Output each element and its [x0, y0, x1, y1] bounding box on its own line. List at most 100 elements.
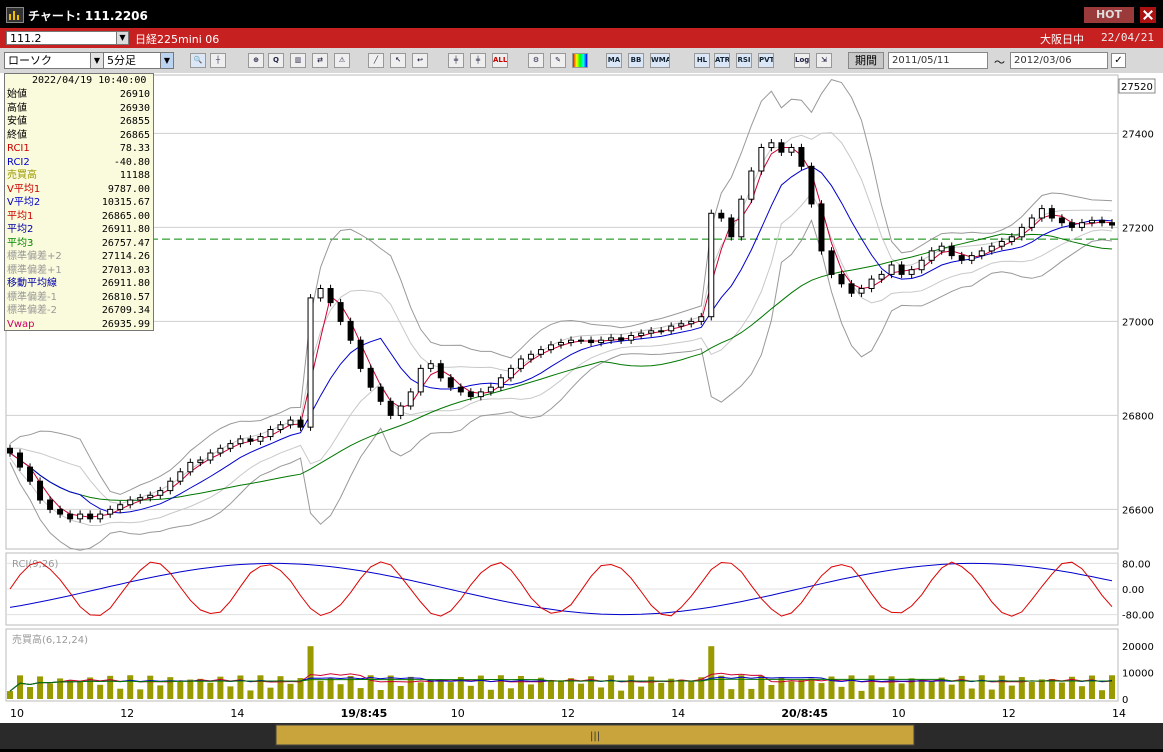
volume-bar	[317, 680, 324, 699]
volume-bar	[267, 687, 274, 699]
search-chart-icon[interactable]: Q	[268, 53, 284, 68]
candle-body	[1058, 217, 1065, 224]
volume-bar	[858, 690, 865, 699]
compare-icon[interactable]: ⇄	[312, 53, 328, 68]
volume-bar	[437, 679, 444, 699]
candle-body	[968, 255, 975, 261]
candle-body	[477, 391, 484, 398]
candle-right-icon[interactable]: ╪	[470, 53, 486, 68]
volume-bar	[608, 675, 615, 699]
hot-button[interactable]: HOT	[1084, 7, 1134, 23]
volume-bar	[467, 685, 474, 699]
settings-icon[interactable]: ⚙	[528, 53, 544, 68]
date-to-input[interactable]: 2012/03/06	[1010, 52, 1108, 69]
volume-bar	[247, 690, 254, 699]
date-from-input[interactable]: 2011/05/11	[888, 52, 988, 69]
candle-body	[828, 250, 835, 275]
volume-bar	[447, 682, 454, 699]
candle-body	[157, 490, 164, 496]
time-tick-label: 10	[451, 707, 465, 720]
volume-bar	[7, 691, 13, 699]
indicator-pvt-button[interactable]: PVT	[758, 53, 774, 68]
chart-type-select[interactable]: ローソク	[4, 52, 92, 69]
bollinger-lower-1	[9, 192, 1113, 527]
candle-body	[1048, 208, 1055, 219]
checkbox-icon[interactable]: ✓	[1111, 53, 1126, 68]
indicator-rsi-button[interactable]: RSI	[736, 53, 752, 68]
volume-bar	[948, 684, 955, 699]
volume-bar	[77, 681, 84, 699]
period-button[interactable]: 期間	[848, 52, 884, 69]
volume-bar	[748, 688, 755, 699]
candle-body	[1038, 208, 1045, 219]
candle-body	[898, 264, 905, 275]
info-label: RCI2	[7, 156, 30, 168]
close-icon[interactable]	[1140, 7, 1156, 23]
all-button[interactable]: ALL	[492, 53, 508, 68]
crosshair-icon[interactable]: ┼	[210, 53, 226, 68]
candle-body	[778, 142, 785, 153]
volume-bar	[417, 682, 424, 699]
volume-bar	[137, 689, 144, 699]
candle-body	[758, 147, 765, 172]
volume-bar	[898, 683, 905, 699]
volume-bar	[1028, 681, 1035, 699]
info-row: V平均1 9787.00	[5, 183, 153, 196]
candle-body	[688, 320, 695, 325]
color-palette-icon[interactable]	[572, 53, 588, 68]
chevron-down-icon[interactable]: ▼	[116, 31, 129, 45]
info-row: 平均3 26757.47	[5, 237, 153, 250]
info-label: RCI1	[7, 143, 30, 154]
bar-chart-icon[interactable]: ▥	[290, 53, 306, 68]
indicator-hl-button[interactable]: HL	[694, 53, 710, 68]
info-row: 始値 26910	[5, 88, 153, 101]
volume-bar	[187, 679, 194, 699]
info-label: Vwap	[7, 318, 35, 330]
info-row: 平均1 26865.00	[5, 210, 153, 223]
candle-body	[487, 386, 494, 393]
chart-area[interactable]: 80.00 0.00 -80.00 RCI(9,26) 20000 10000 0 売買高(…	[0, 73, 1163, 749]
candle-body	[77, 513, 84, 520]
volume-tick-label: 20000	[1122, 642, 1154, 653]
volume-bar	[277, 676, 284, 699]
info-row: 標準偏差+1 27013.03	[5, 264, 153, 277]
info-label: 標準偏差-1	[7, 291, 57, 303]
chevron-down-icon[interactable]: ▼	[160, 52, 174, 69]
volume-bar	[67, 679, 74, 699]
chevron-down-icon[interactable]: ▼	[90, 52, 104, 69]
candle-body	[588, 339, 595, 344]
candle-body	[998, 241, 1005, 247]
candle-body	[748, 170, 755, 200]
draw-line-icon[interactable]: ╱	[368, 53, 384, 68]
select-pointer-icon[interactable]: ↖	[390, 53, 406, 68]
brush-icon[interactable]: ✎	[550, 53, 566, 68]
log-scale-button[interactable]: Log	[794, 53, 810, 68]
candle-body	[818, 203, 825, 252]
volume-bar	[558, 680, 564, 699]
candle-body	[197, 459, 204, 463]
indicator-bb-button[interactable]: BB	[628, 53, 644, 68]
moving-average-3	[9, 233, 1113, 501]
export-icon[interactable]: ⇲	[816, 53, 832, 68]
alert-icon[interactable]: ⚠	[334, 53, 350, 68]
indicator-atr-button[interactable]: ATR	[714, 53, 730, 68]
price-tick-label: 27200	[1122, 223, 1154, 234]
indicator-ma-button[interactable]: MA	[606, 53, 622, 68]
candle-body	[327, 288, 334, 304]
cursor-icon[interactable]: ⊕	[248, 53, 264, 68]
zoom-icon[interactable]: 🔍	[190, 53, 206, 68]
candle-body	[527, 353, 534, 360]
candle-left-icon[interactable]: ╪	[448, 53, 464, 68]
title-bar: チャート: 111.2206 HOT	[0, 0, 1163, 28]
instrument-code-input[interactable]: 111.2	[6, 31, 118, 45]
candle-body	[547, 344, 554, 351]
volume-bar	[107, 675, 114, 699]
price-chart[interactable]: 80.00 0.00 -80.00 RCI(9,26) 20000 10000 0 売買高(…	[0, 73, 1163, 749]
candle-body	[618, 337, 625, 341]
timeframe-select[interactable]: 5分足	[103, 52, 161, 69]
volume-bar	[97, 684, 104, 699]
indicator-wma-button[interactable]: WMA	[650, 53, 670, 68]
candle-body	[117, 504, 124, 510]
info-label: 平均2	[7, 224, 34, 235]
undo-icon[interactable]: ↩	[412, 53, 428, 68]
